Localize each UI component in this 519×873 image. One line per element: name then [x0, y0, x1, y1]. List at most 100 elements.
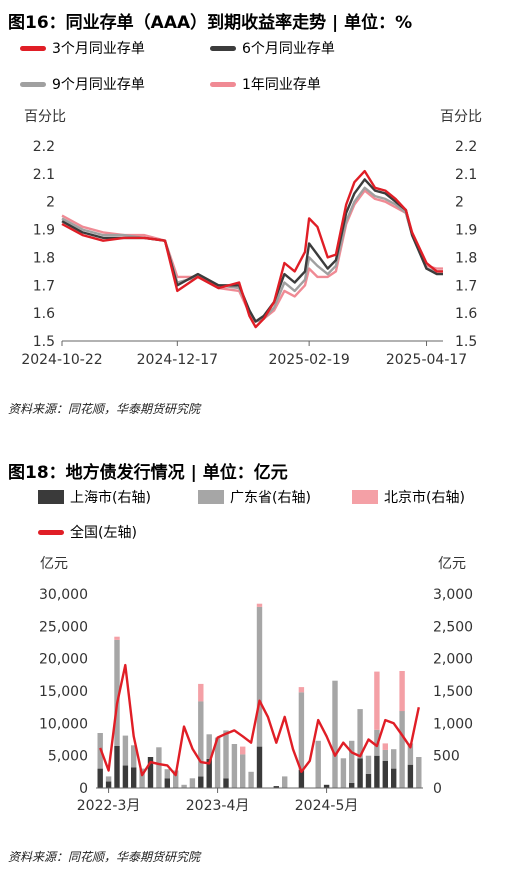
y-left-tick-label: 30,000: [39, 587, 88, 603]
bar-segment: [240, 746, 246, 755]
bar-segment: [206, 734, 212, 759]
chart2-bars: [97, 603, 422, 788]
bar-segment: [164, 778, 170, 788]
bar-segment: [391, 768, 397, 788]
y-right-tick-label: 1,000: [433, 716, 473, 732]
bar-segment: [198, 701, 204, 777]
bar-segment: [198, 776, 204, 788]
bar-segment: [357, 709, 363, 759]
legend-label-9m: 9个月同业存单: [52, 77, 145, 93]
bar-segment: [349, 740, 355, 783]
legend-swatch-9m: [20, 81, 46, 87]
bar-segment: [114, 746, 120, 788]
bar-segment: [399, 671, 405, 712]
chart1-title: 图16：同业存单（AAA）到期收益率走势 | 单位：%: [8, 13, 413, 33]
chart2-source: 资料来源：同花顺，华泰期货研究院: [8, 850, 201, 864]
y-right-tick-label: 2.1: [455, 167, 477, 183]
bar-segment: [298, 687, 305, 693]
bar-segment: [365, 773, 372, 788]
chart2-right-axis-ticks: 3,000 2,500 2,000 1,500 1,000 500 0: [433, 587, 473, 797]
bar-segment: [391, 749, 397, 769]
bar-segment: [256, 746, 263, 788]
bar-segment: [256, 603, 263, 607]
bar-segment: [349, 782, 355, 788]
legend-label-guangdong: 广东省(右轴): [230, 490, 311, 506]
bar-segment: [139, 768, 145, 788]
bar-segment: [131, 767, 137, 788]
bar-segment: [273, 786, 279, 788]
bar-segment: [298, 692, 305, 770]
bar-segment: [105, 776, 112, 782]
bar-segment: [248, 771, 254, 788]
y-right-tick-label: 1.9: [455, 223, 477, 239]
legend-swatch-6m: [210, 45, 236, 51]
legend-swatch-3m: [20, 45, 46, 51]
bar-segment: [147, 757, 154, 788]
y-right-tick-label: 2,500: [433, 619, 473, 635]
x-tick-label: 2024-10-22: [21, 352, 102, 368]
legend-item-shanghai: 上海市(右轴): [38, 487, 151, 507]
chart1-x-axis-ticks: 2024-10-22 2024-12-17 2025-02-19 2025-04-17: [21, 341, 467, 368]
bar-segment: [223, 730, 229, 779]
bar-segment: [223, 778, 229, 788]
chart2-right-unit: 亿元: [438, 556, 466, 572]
bar-segment: [240, 754, 246, 788]
legend-label-national: 全国(左轴): [70, 525, 137, 541]
bar-segment: [114, 639, 120, 746]
legend-label-1y: 1年同业存单: [242, 77, 321, 93]
bar-segment: [114, 636, 120, 640]
bar-segment: [282, 776, 288, 788]
y-left-tick-label: 1.6: [33, 306, 55, 322]
y-right-tick-label: 1.6: [455, 306, 477, 322]
bar-segment: [416, 757, 422, 788]
y-left-tick-label: 5,000: [48, 749, 88, 765]
chart1-svg: 2.2 2.1 2 1.9 1.8 1.7 1.6 1.5 2.2 2.1 2 1.9 1.8 1.7 1…: [21, 139, 477, 368]
y-right-tick-label: 2,000: [433, 652, 473, 668]
legend-item-guangdong: 广东省(右轴): [198, 487, 311, 507]
legend-swatch-national: [38, 529, 64, 535]
y-left-tick-label: 1.5: [33, 334, 55, 350]
y-right-tick-label: 3,000: [433, 587, 473, 603]
x-tick-label: 2022-3月: [77, 798, 141, 814]
y-right-tick-label: 500: [433, 749, 460, 765]
bar-segment: [374, 671, 380, 730]
series-line: [61, 169, 443, 329]
chart1-left-axis-ticks: 2.2 2.1 2 1.9 1.8 1.7 1.6 1.5: [33, 139, 55, 350]
y-left-tick-label: 1.8: [33, 250, 55, 266]
bar-segment: [357, 758, 363, 788]
y-left-tick-label: 2.1: [33, 167, 55, 183]
chart1-plot-lines: [61, 169, 443, 329]
bar-segment: [256, 606, 263, 747]
national-line: [99, 663, 420, 777]
chart2-left-axis-ticks: 30,000 25,000 20,000 15,000 10,000 5,000 0: [39, 587, 88, 797]
bar-segment: [122, 765, 129, 788]
y-right-tick-label: 1.7: [455, 278, 477, 294]
legend-swatch-1y: [210, 81, 236, 87]
legend-label-shanghai: 上海市(右轴): [70, 490, 151, 506]
legend-label-3m: 3个月同业存单: [52, 41, 145, 57]
bar-segment: [164, 769, 170, 779]
bar-segment: [156, 747, 162, 788]
y-left-tick-label: 25,000: [39, 619, 88, 635]
y-right-tick-label: 2.2: [455, 139, 477, 155]
legend-item-national: 全国(左轴): [38, 522, 137, 542]
bar-segment: [315, 740, 321, 788]
legend-item-1y: 1年同业存单: [210, 74, 321, 94]
bar-segment: [105, 781, 112, 788]
bar-segment: [382, 743, 388, 750]
legend-item-3m: 3个月同业存单: [20, 38, 145, 58]
x-tick-label: 2024-12-17: [137, 352, 218, 368]
y-left-tick-label: 15,000: [39, 684, 88, 700]
bar-segment: [131, 745, 137, 768]
bar-segment: [323, 784, 330, 788]
x-tick-label: 2023-4月: [186, 798, 250, 814]
bar-segment: [374, 755, 380, 788]
y-left-tick-label: 1.9: [33, 223, 55, 239]
bar-segment: [181, 784, 187, 788]
bar-segment: [198, 683, 204, 702]
bar-segment: [97, 768, 103, 788]
chart2-line: [99, 663, 420, 777]
bar-segment: [231, 744, 238, 788]
bar-segment: [206, 758, 212, 788]
chart1-right-unit: 百分比: [440, 109, 482, 125]
